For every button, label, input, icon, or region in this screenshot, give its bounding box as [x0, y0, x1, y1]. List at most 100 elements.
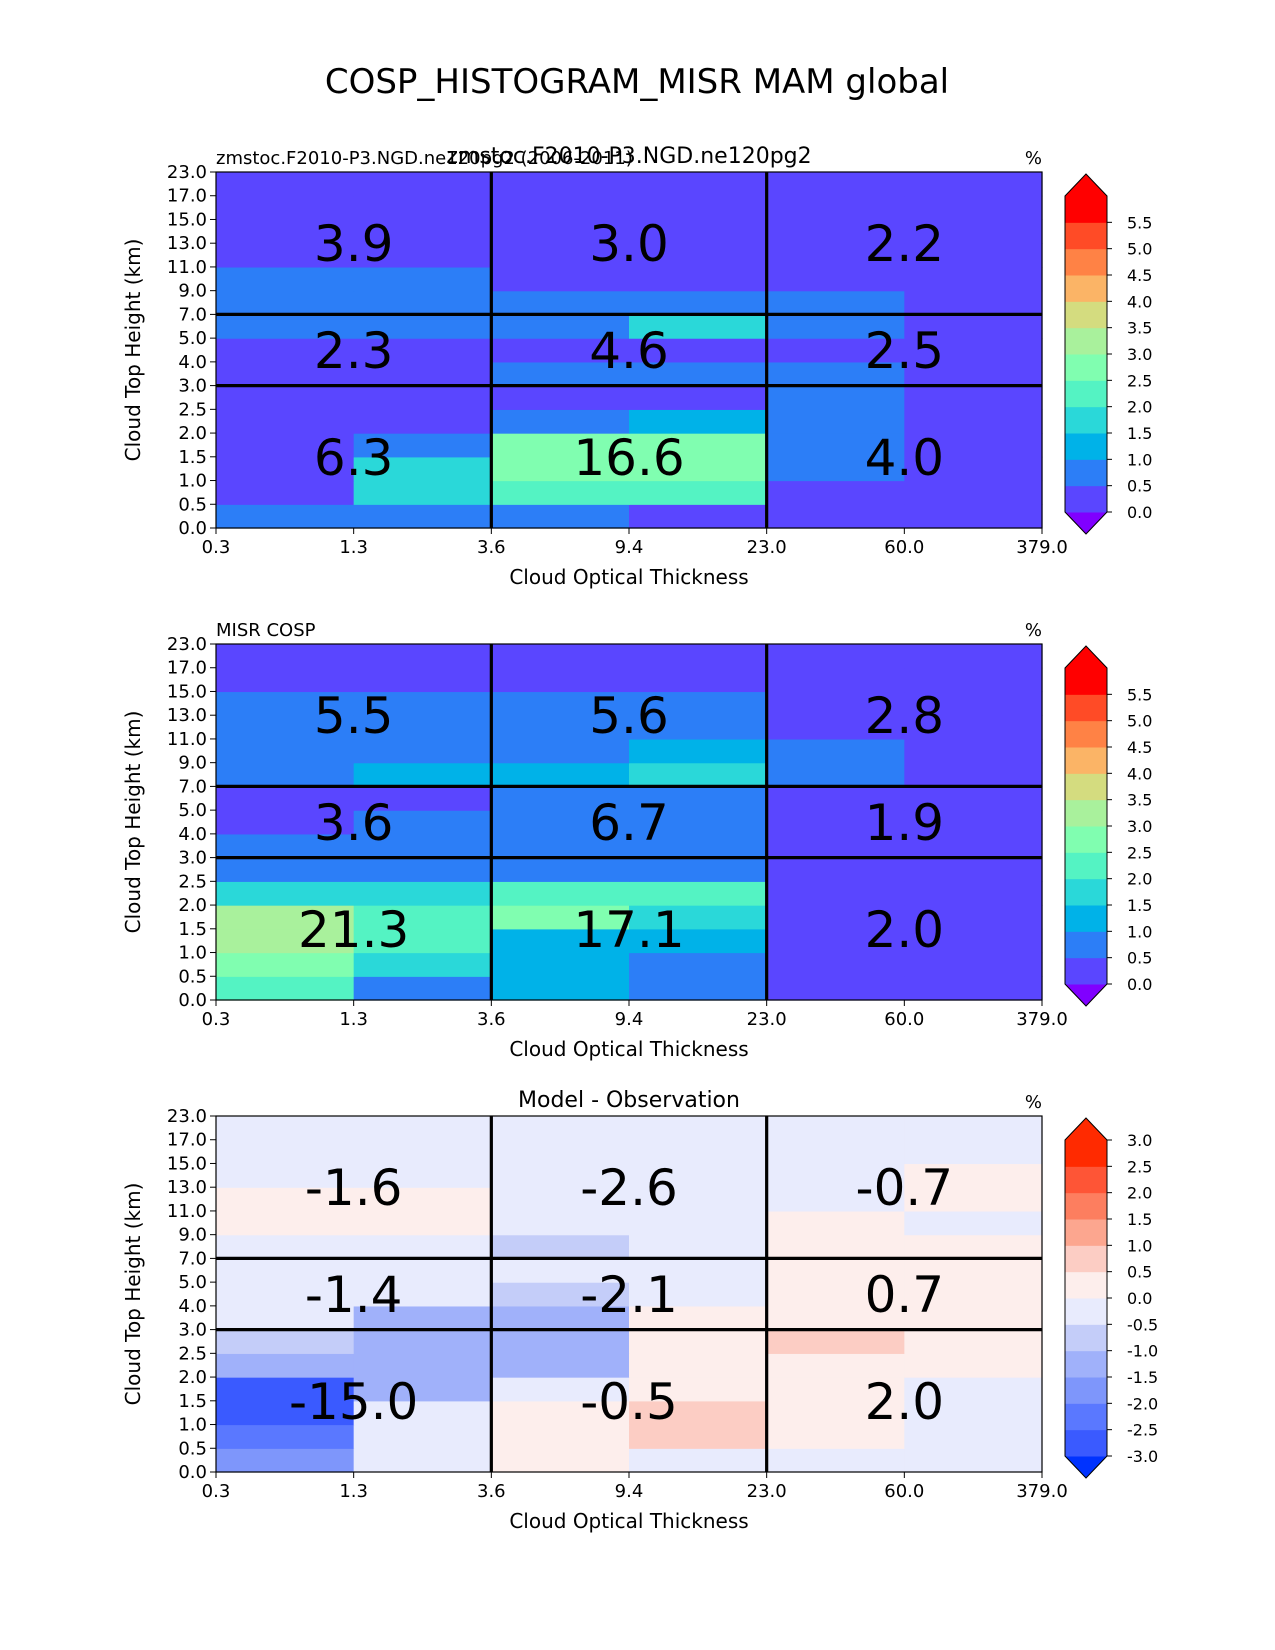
- heatmap-cell: [629, 172, 768, 197]
- colorbar-tick-label: 3.5: [1127, 319, 1152, 338]
- colorbar-tick-label: 1.0: [1127, 922, 1152, 941]
- heatmap-cell: [766, 1353, 905, 1378]
- cell-annotation: 3.9: [314, 215, 394, 273]
- colorbar-swatch: [1065, 406, 1107, 434]
- heatmap-cell: [216, 1234, 355, 1259]
- heatmap-cell: [216, 480, 355, 505]
- y-tick-label: 2.0: [178, 423, 207, 444]
- heatmap-cell: [904, 691, 1043, 716]
- heatmap-cell: [491, 881, 630, 906]
- heatmap-cell: [491, 1353, 630, 1378]
- heatmap-cell: [629, 833, 768, 859]
- heatmap-cell: [353, 314, 492, 339]
- heatmap-cell: [216, 219, 355, 244]
- panel-title: zmstoc.F2010-P3.NGD.ne120pg2: [446, 144, 811, 169]
- cell-annotation: 4.6: [589, 322, 669, 380]
- heatmap-cell: [904, 433, 1043, 458]
- heatmap-cell: [353, 172, 492, 197]
- heatmap-cell: [353, 905, 492, 930]
- y-tick-label: 1.5: [178, 447, 207, 468]
- heatmap-cell: [766, 738, 905, 764]
- y-tick-label: 9.0: [178, 753, 207, 774]
- heatmap-cell: [353, 1139, 492, 1165]
- heatmap-cell: [491, 1282, 630, 1307]
- heatmap-cell: [491, 952, 630, 977]
- heatmap-cell: [629, 1329, 768, 1354]
- panel-units-label: %: [1025, 148, 1042, 169]
- heatmap-cell: [904, 1282, 1043, 1307]
- cell-annotation: 4.0: [865, 429, 945, 487]
- colorbar-swatch: [1065, 327, 1107, 355]
- x-tick-label: 60.0: [884, 1481, 924, 1502]
- colorbar-swatch: [1065, 301, 1107, 329]
- heatmap-cell: [629, 1305, 768, 1331]
- heatmap-cell: [766, 833, 905, 859]
- colorbar: 0.0 0.5 1.0 1.5 2.0 2.5 3.0 3.5 4.0 4.5 5.0 5.5: [1064, 645, 1152, 1007]
- heatmap-cell: [766, 786, 905, 811]
- x-axis-label: Cloud Optical Thickness: [509, 565, 748, 589]
- heatmap-cell: [629, 1187, 768, 1212]
- y-tick-label: 4.0: [178, 824, 207, 845]
- heatmap-cell: [766, 338, 905, 363]
- heatmap-cell: [904, 1353, 1043, 1378]
- heatmap-cell: [491, 1329, 630, 1354]
- y-tick-label: 2.5: [178, 399, 207, 420]
- colorbar-swatch: [1065, 852, 1107, 880]
- heatmap-cell: [353, 928, 492, 954]
- heatmap-cell: [216, 738, 355, 764]
- x-tick-label: 9.4: [615, 1009, 644, 1030]
- y-tick-label: 1.0: [178, 471, 207, 492]
- y-tick-label: 15.0: [167, 209, 207, 230]
- heatmap-cell: [629, 338, 768, 363]
- heatmap-cell: [216, 338, 355, 363]
- heatmap-cell: [353, 976, 492, 1001]
- heatmap-cell: [629, 667, 768, 693]
- cell-annotation: 5.5: [314, 687, 394, 745]
- heatmap-cell: [904, 667, 1043, 693]
- heatmap-cell: [904, 1329, 1043, 1354]
- colorbar-extend-min: [1065, 512, 1107, 534]
- heatmap-cell: [491, 433, 630, 458]
- x-tick-label: 23.0: [747, 1009, 787, 1030]
- heatmap-cell: [216, 456, 355, 482]
- heatmap-cell: [766, 1234, 905, 1259]
- y-tick-label: 0.0: [178, 518, 207, 539]
- heatmap-cell: [904, 290, 1043, 315]
- heatmap-cell: [629, 1282, 768, 1307]
- colorbar-swatch: [1065, 1350, 1107, 1378]
- heatmap-cell: [629, 1163, 768, 1188]
- heatmap-cell: [629, 1448, 768, 1473]
- heatmap-cell: [216, 952, 355, 977]
- heatmap-cell: [216, 976, 355, 1001]
- colorbar-tick-label: 3.0: [1127, 817, 1152, 836]
- colorbar-extend-min: [1065, 984, 1107, 1006]
- colorbar-swatch: [1065, 957, 1107, 985]
- x-tick-label: 379.0: [1016, 1009, 1068, 1030]
- heatmap-cell: [353, 833, 492, 859]
- y-tick-label: 17.0: [167, 658, 207, 679]
- heatmap-cell: [216, 715, 355, 740]
- colorbar-swatch: [1065, 1429, 1107, 1457]
- heatmap-cell: [491, 456, 630, 482]
- colorbar-tick-label: 2.0: [1127, 1184, 1152, 1203]
- x-axis-label: Cloud Optical Thickness: [509, 1037, 748, 1061]
- heatmap-cell: [766, 314, 905, 339]
- colorbar-swatch: [1065, 1219, 1107, 1246]
- heatmap-cell: [904, 928, 1043, 954]
- heatmap-cell: [766, 504, 905, 529]
- heatmap-cell: [353, 266, 492, 292]
- heatmap-cell: [491, 1424, 630, 1449]
- cell-annotation: 16.6: [573, 429, 684, 487]
- heatmap-cell: [216, 1329, 355, 1354]
- heatmap-cell: [629, 738, 768, 764]
- y-tick-label: 5.0: [178, 1272, 207, 1293]
- heatmap-cell: [491, 409, 630, 434]
- x-tick-label: 1.3: [339, 1481, 368, 1502]
- heatmap-cell: [353, 1424, 492, 1449]
- heatmap-cell: [766, 928, 905, 954]
- x-tick-label: 23.0: [747, 1481, 787, 1502]
- heatmap-cell: [491, 786, 630, 811]
- heatmap-cell: [629, 266, 768, 292]
- heatmap-cell: [491, 1116, 630, 1141]
- colorbar-swatch: [1065, 773, 1107, 801]
